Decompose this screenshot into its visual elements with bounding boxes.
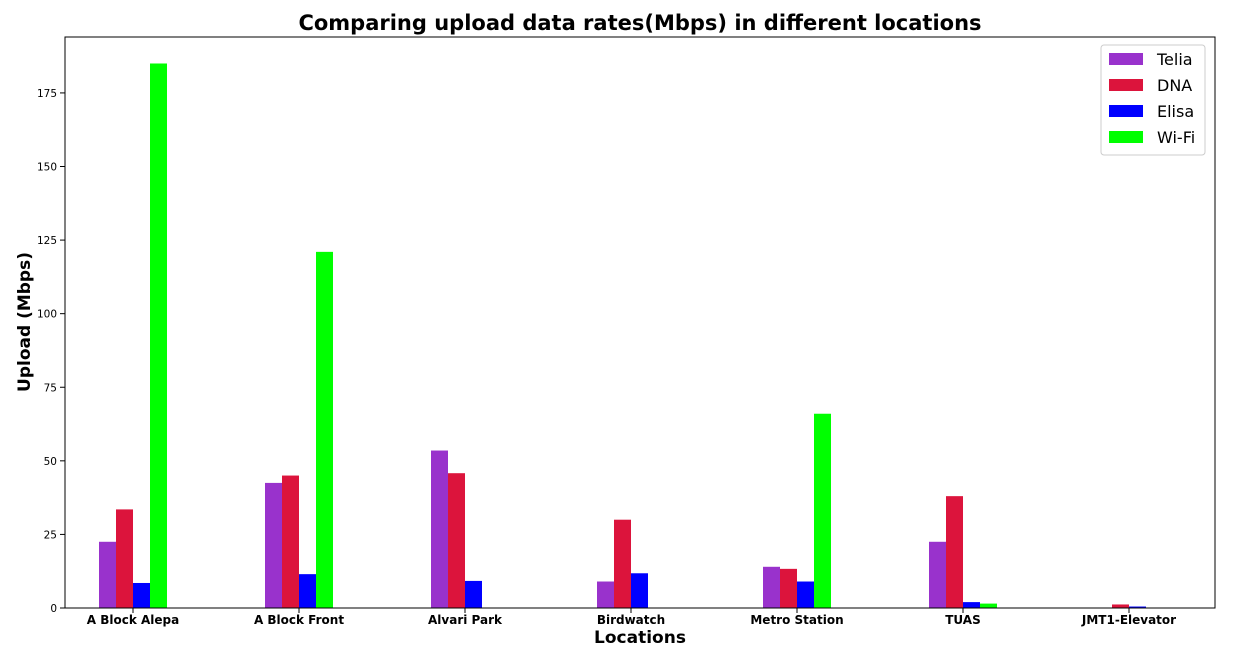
bar-elisa-5	[963, 602, 980, 608]
bar-dna-4	[780, 568, 797, 608]
x-tick-label-1: A Block Front	[254, 613, 344, 627]
bar-wi-fi-1	[316, 251, 333, 609]
bar-elisa-4	[797, 581, 814, 608]
legend-label-1: DNA	[1157, 76, 1192, 95]
legend-box	[1100, 44, 1206, 156]
x-tick-label-3: Birdwatch	[597, 613, 665, 627]
bar-elisa-2	[465, 580, 482, 608]
y-tick-label-5: 125	[37, 235, 57, 247]
bar-elisa-3	[631, 573, 648, 608]
bar-elisa-1	[299, 574, 316, 608]
chart-title: Comparing upload data rates(Mbps) in dif…	[298, 11, 981, 35]
y-tick-label-3: 75	[44, 382, 57, 394]
y-axis: 0 25 50 75 100 125 150 175	[37, 88, 65, 615]
bar-telia-3	[597, 581, 614, 608]
legend-swatch-3	[1109, 131, 1143, 143]
bar-dna-3	[614, 519, 631, 608]
x-axis: A Block Alepa A Block Front Alvari Park Bir…	[87, 608, 1176, 627]
bar-telia-2	[431, 450, 448, 608]
y-tick-label-4: 100	[37, 309, 57, 321]
x-tick-label-6: JMT1-Elevator	[1081, 613, 1176, 627]
bar-elisa-6	[1129, 606, 1146, 608]
bar-wi-fi-0	[150, 63, 167, 609]
x-axis-label: Locations	[594, 628, 686, 648]
x-tick-label-0: A Block Alepa	[87, 613, 179, 627]
x-tick-label-5: TUAS	[945, 613, 981, 627]
bar-wi-fi-5	[980, 603, 997, 608]
y-axis-label: Upload (Mbps)	[15, 252, 35, 392]
y-tick-label-7: 175	[37, 88, 57, 100]
bar-dna-2	[448, 473, 465, 608]
bar-telia-4	[763, 566, 780, 608]
bar-wi-fi-4	[814, 413, 831, 608]
bars-group	[99, 63, 1146, 609]
legend-label-2: Elisa	[1157, 102, 1194, 121]
bar-elisa-0	[133, 582, 150, 608]
y-tick-label-2: 50	[44, 456, 57, 468]
bar-dna-5	[946, 496, 963, 608]
bar-telia-1	[265, 482, 282, 608]
plot-frame	[64, 36, 1216, 609]
bar-telia-5	[929, 541, 946, 608]
bar-dna-1	[282, 475, 299, 608]
legend-swatch-1	[1109, 79, 1143, 91]
x-tick-label-2: Alvari Park	[428, 613, 503, 627]
y-tick-label-6: 150	[37, 162, 57, 174]
x-tick-label-4: Metro Station	[750, 613, 843, 627]
legend-label-3: Wi-Fi	[1157, 128, 1195, 147]
y-tick-label-1: 25	[44, 529, 57, 541]
legend-swatch-0	[1109, 53, 1143, 65]
legend-swatch-2	[1109, 105, 1143, 117]
y-tick-label-0: 0	[50, 603, 57, 615]
bar-dna-6	[1112, 604, 1129, 608]
legend: Telia DNA Elisa Wi-Fi	[1100, 44, 1206, 156]
bar-telia-0	[99, 541, 116, 608]
legend-label-0: Telia	[1156, 50, 1193, 69]
bar-dna-0	[116, 509, 133, 608]
